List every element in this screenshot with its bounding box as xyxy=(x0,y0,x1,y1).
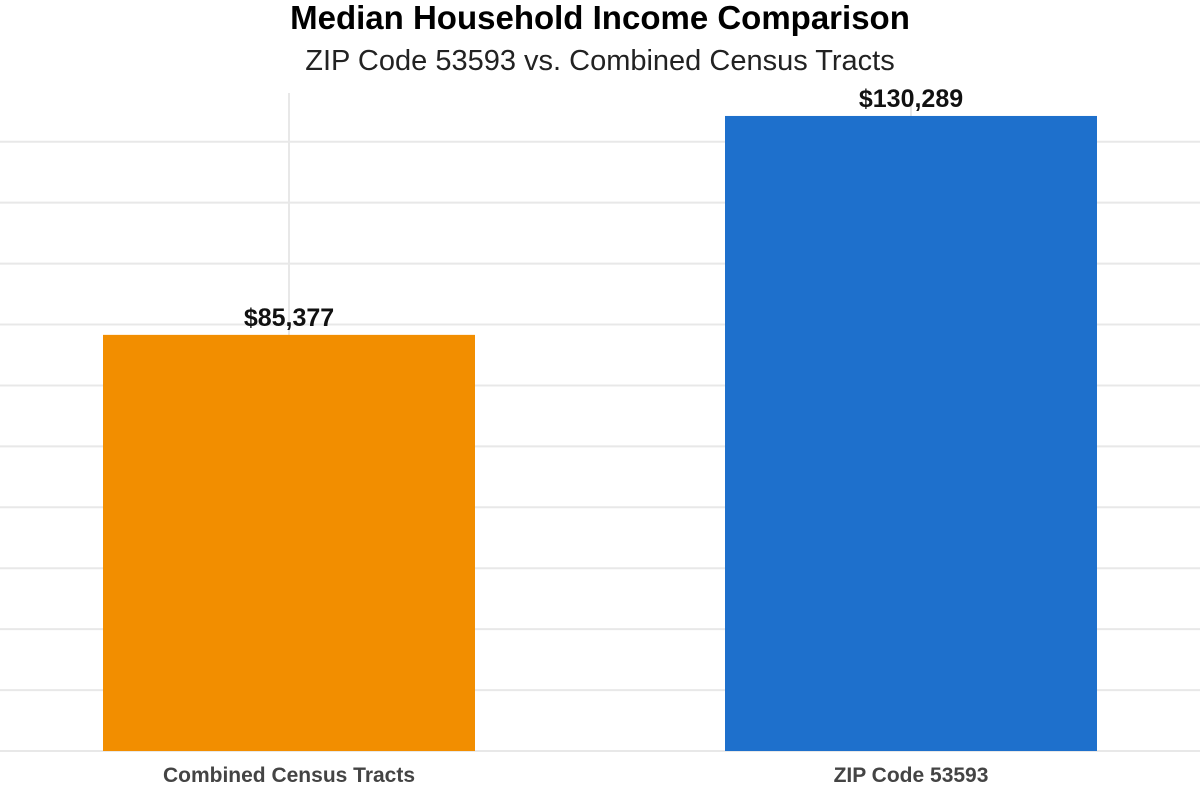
bar xyxy=(103,334,475,751)
x-tick-label: Combined Census Tracts xyxy=(163,764,415,787)
x-axis-tick-labels: Combined Census Tracts ZIP Code 53593 xyxy=(163,764,988,787)
data-label: $130,289 xyxy=(859,85,963,113)
bars xyxy=(103,115,1097,751)
x-tick-label: ZIP Code 53593 xyxy=(834,764,989,787)
data-label: $85,377 xyxy=(244,304,334,332)
chart-subtitle: ZIP Code 53593 vs. Combined Census Tract… xyxy=(305,45,895,77)
bar xyxy=(725,115,1097,751)
chart-title: Median Household Income Comparison xyxy=(290,0,910,36)
data-labels: $85,377 $130,289 xyxy=(244,85,963,332)
